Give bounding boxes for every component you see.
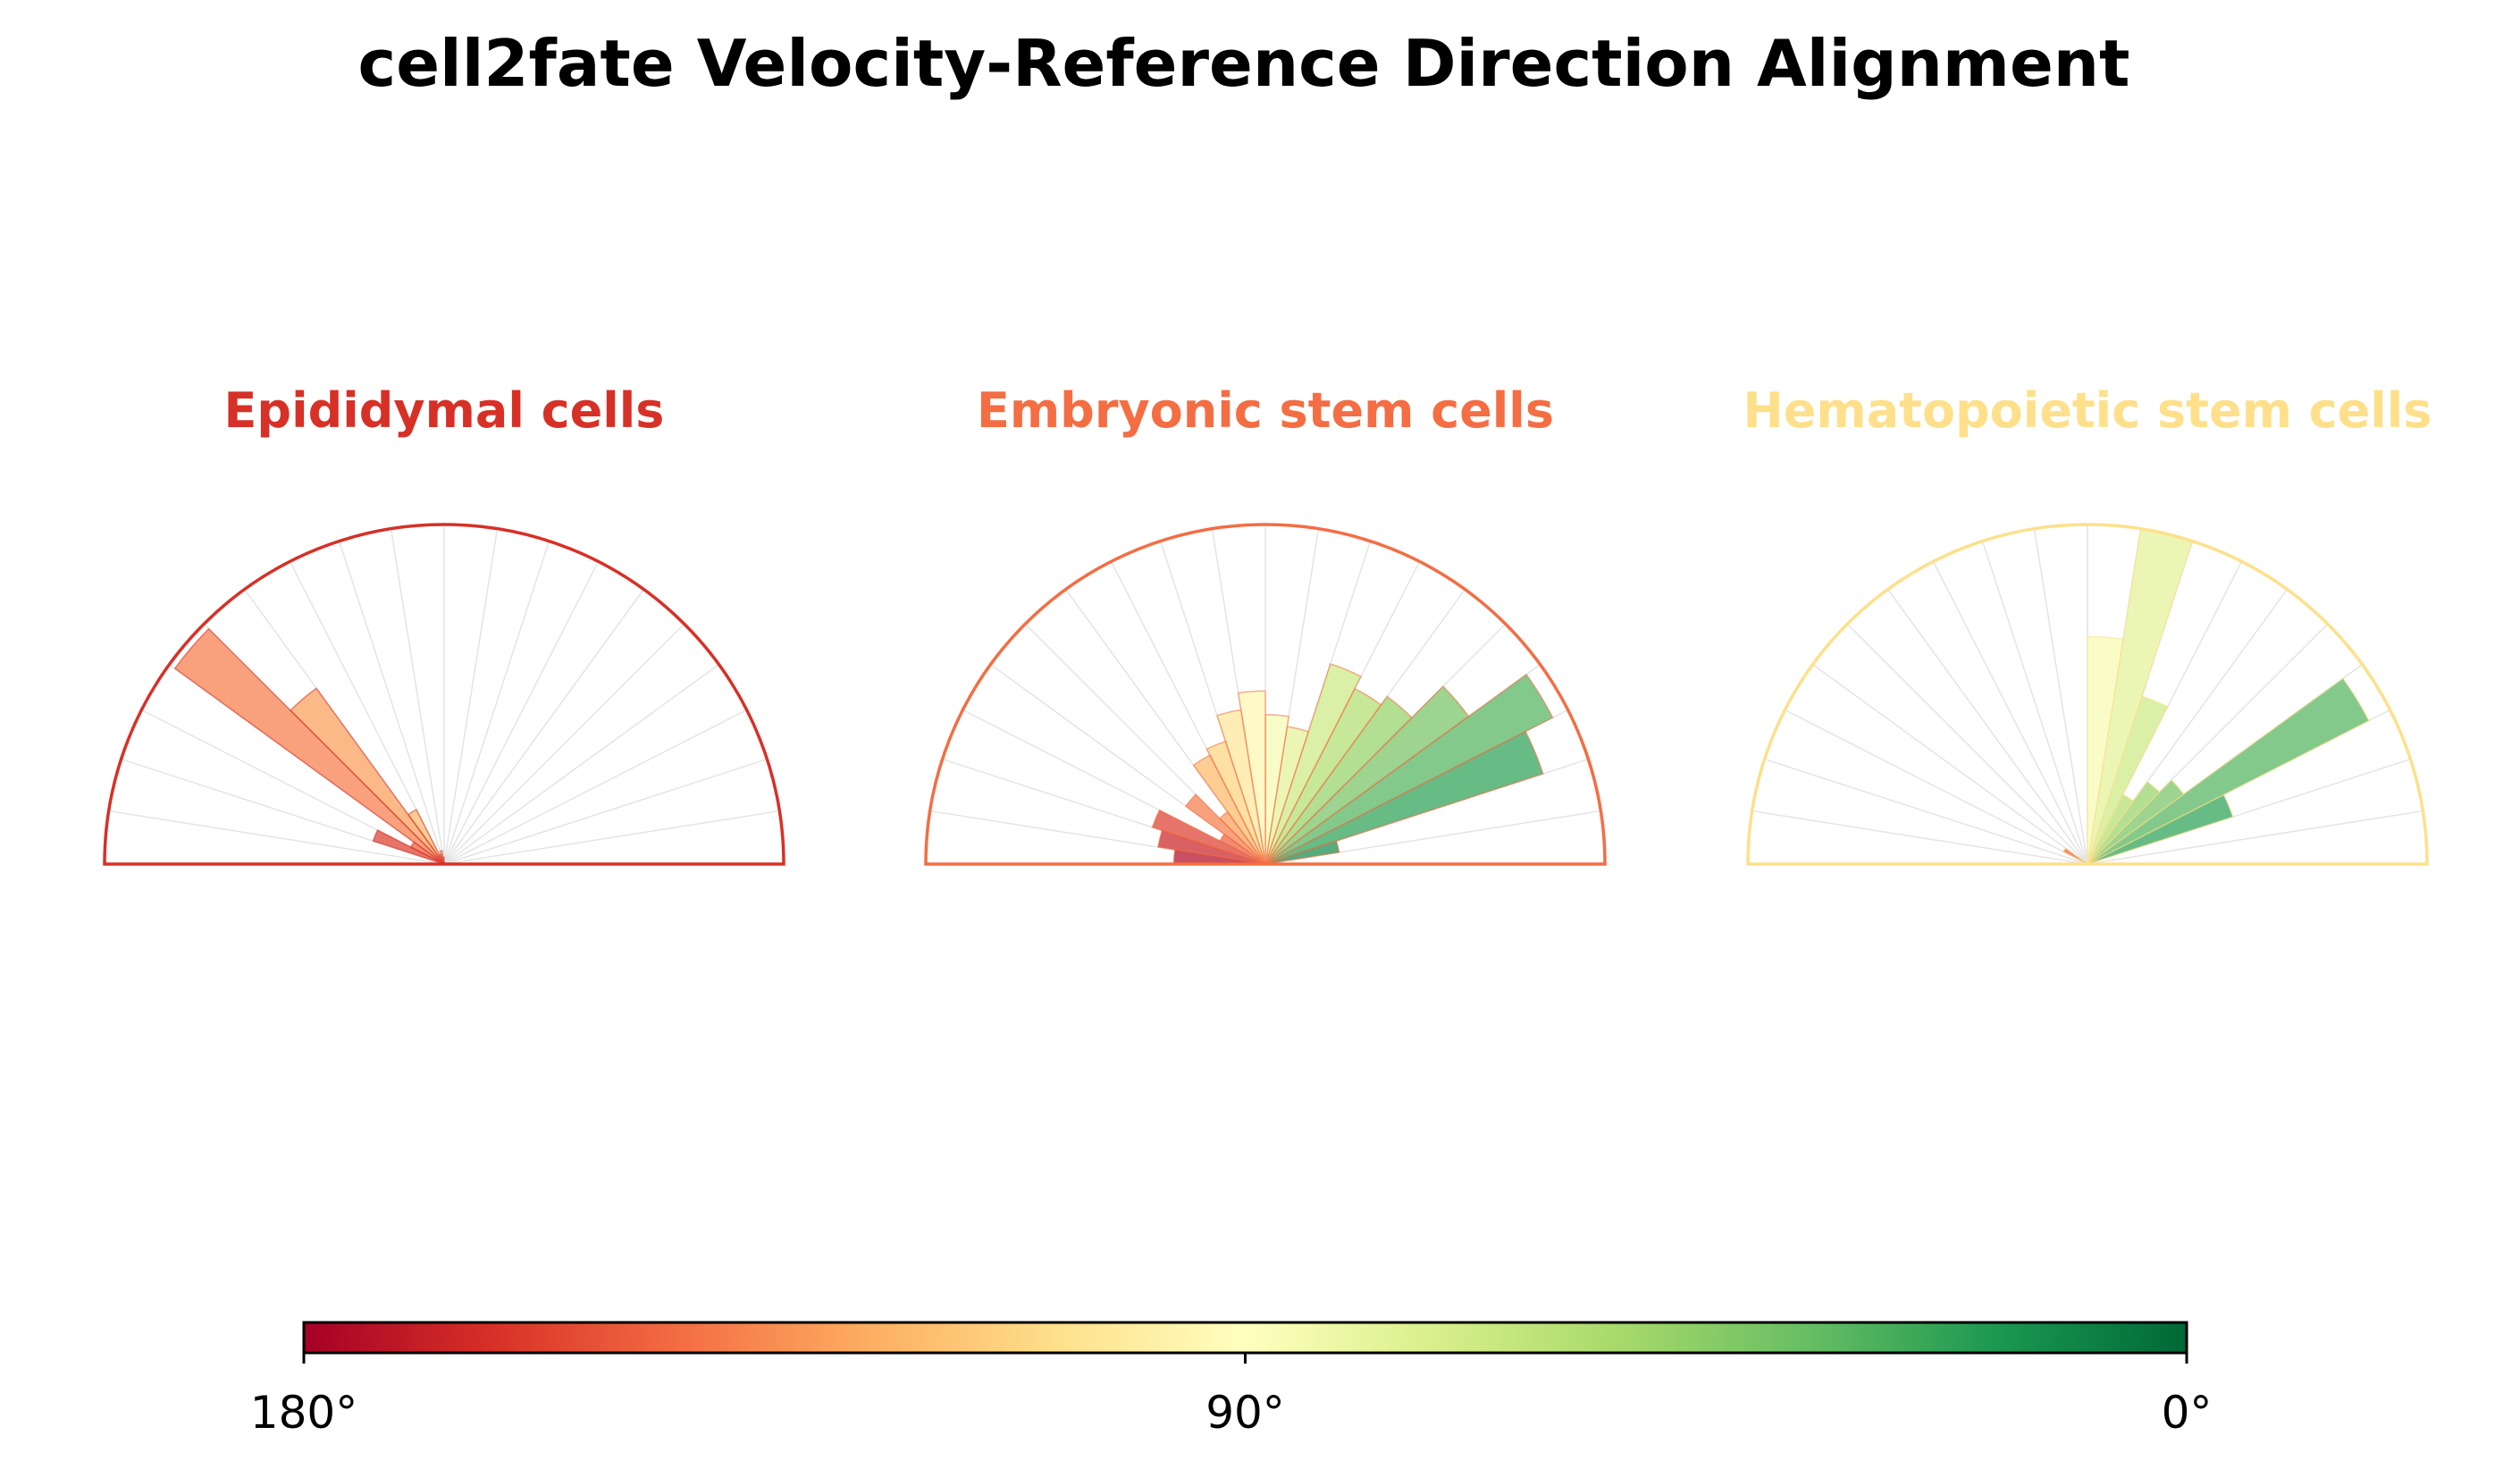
polar-panel-hematopoietic-stem-cells: Hematopoietic stem cells bbox=[1743, 382, 2432, 866]
polar-bar bbox=[2087, 677, 2370, 865]
colorbar-tick-label: 180° bbox=[250, 1387, 357, 1439]
polar-bar bbox=[1184, 793, 1266, 865]
grid-spoke bbox=[443, 709, 747, 865]
grid-spoke bbox=[1932, 561, 2088, 865]
polar-bar bbox=[173, 627, 445, 865]
polar-bar bbox=[1264, 662, 1362, 865]
polar-panel-embryonic-stem-cells: Embryonic stem cells bbox=[924, 382, 1607, 866]
grid-spoke bbox=[2087, 810, 2423, 865]
grid-spoke bbox=[1846, 623, 2088, 865]
polar-bar bbox=[1264, 673, 1554, 865]
grid-spoke bbox=[443, 528, 499, 865]
polar-bar bbox=[2087, 780, 2161, 865]
grid-spoke bbox=[1751, 810, 2088, 865]
colorbar-gradient bbox=[302, 1321, 2188, 1355]
grid-spoke bbox=[1764, 758, 2088, 865]
polar-bar bbox=[1264, 695, 1413, 865]
polar-bar bbox=[1264, 685, 1470, 865]
grid-spoke bbox=[443, 664, 719, 865]
polar-bar bbox=[2062, 847, 2088, 865]
grid-spoke bbox=[1887, 589, 2088, 865]
grid-spoke bbox=[443, 541, 550, 865]
polar-bar bbox=[372, 829, 445, 865]
polar-bars bbox=[173, 627, 445, 865]
colorbar-tick-label: 0° bbox=[2162, 1387, 2213, 1439]
chart-title: cell2fate Velocity-Reference Direction A… bbox=[358, 26, 2130, 101]
polar-bar bbox=[1151, 809, 1266, 865]
colorbar: 180° 90° 0° bbox=[250, 1321, 2213, 1439]
grid-spoke bbox=[1812, 664, 2088, 865]
grid-spoke bbox=[2033, 528, 2088, 865]
polar-frame bbox=[103, 523, 785, 866]
polar-frame bbox=[924, 523, 1607, 866]
grid-spoke bbox=[443, 589, 644, 865]
polar-bar bbox=[1192, 754, 1266, 865]
grid-spoke bbox=[338, 541, 445, 865]
polar-bar bbox=[1205, 740, 1266, 865]
panel-title: Hematopoietic stem cells bbox=[1743, 382, 2432, 439]
grid-spoke bbox=[1785, 709, 2088, 865]
polar-bars bbox=[1151, 662, 1554, 865]
grid-spoke bbox=[443, 810, 780, 865]
grid-spoke bbox=[443, 561, 600, 865]
polar-bars bbox=[2062, 527, 2370, 865]
colorbar-tick-label: 90° bbox=[1205, 1387, 1285, 1439]
polar-bar bbox=[1157, 829, 1266, 865]
grid-spoke bbox=[108, 810, 445, 865]
polar-grid bbox=[105, 525, 784, 865]
grid-spoke bbox=[443, 623, 685, 865]
panel-title: Embryonic stem cells bbox=[977, 382, 1554, 439]
polar-bar bbox=[2087, 778, 2185, 865]
grid-spoke bbox=[443, 758, 768, 865]
polar-bar bbox=[2087, 635, 2124, 865]
grid-spoke bbox=[390, 528, 445, 865]
polar-frame bbox=[1746, 523, 2429, 866]
grid-spoke bbox=[1981, 541, 2088, 865]
panel-title: Epididymal cells bbox=[224, 382, 665, 439]
polar-panel-epididymal-cells: Epididymal cells bbox=[103, 382, 785, 866]
